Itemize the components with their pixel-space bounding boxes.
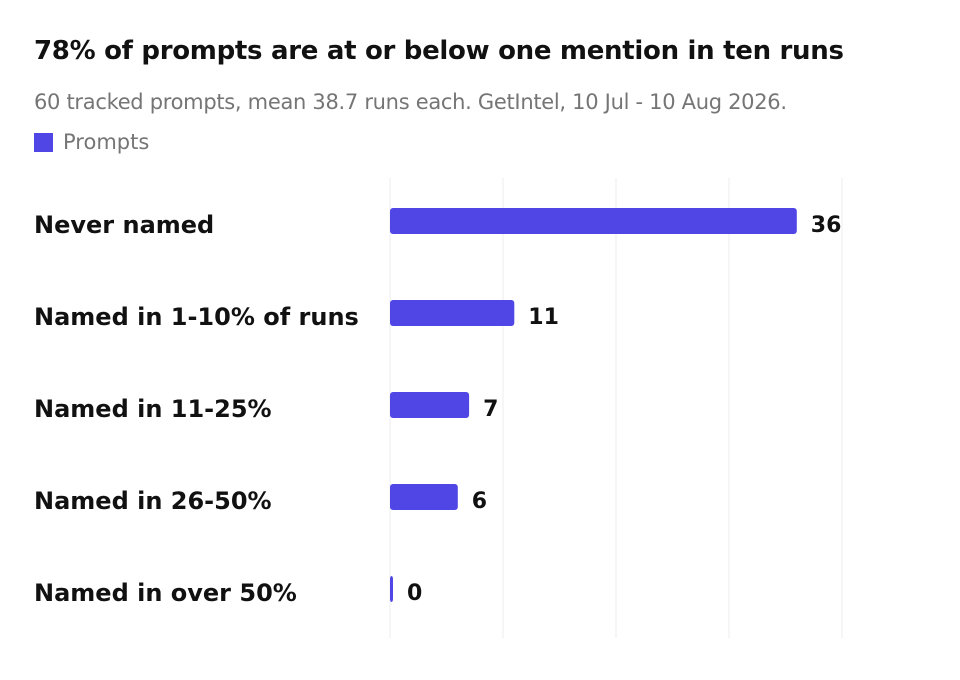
- value-label: 7: [483, 397, 498, 422]
- value-label: 36: [811, 213, 842, 238]
- bars: [390, 208, 797, 602]
- category-label: Never named: [34, 211, 214, 239]
- value-label: 6: [472, 489, 487, 514]
- legend: Prompts: [34, 130, 149, 154]
- bar: [390, 392, 470, 418]
- category-label: Named in 11-25%: [34, 395, 272, 423]
- bar: [390, 208, 797, 234]
- category-label: Named in 26-50%: [34, 487, 272, 515]
- labels: Never named 36 Named in 1-10% of runs 11 Nam…: [34, 211, 841, 607]
- value-label: 11: [528, 305, 559, 330]
- category-label: Named in over 50%: [34, 579, 297, 607]
- category-label: Named in 1-10% of runs: [34, 303, 359, 331]
- value-label: 0: [407, 581, 422, 606]
- legend-swatch: [34, 132, 53, 152]
- chart-subtitle: 60 tracked prompts, mean 38.7 runs each.…: [34, 90, 787, 114]
- bar: [390, 576, 393, 602]
- legend-label: Prompts: [63, 130, 150, 154]
- bar: [390, 484, 458, 510]
- bar: [390, 300, 515, 326]
- chart-title: 78% of prompts are at or below one menti…: [34, 36, 844, 66]
